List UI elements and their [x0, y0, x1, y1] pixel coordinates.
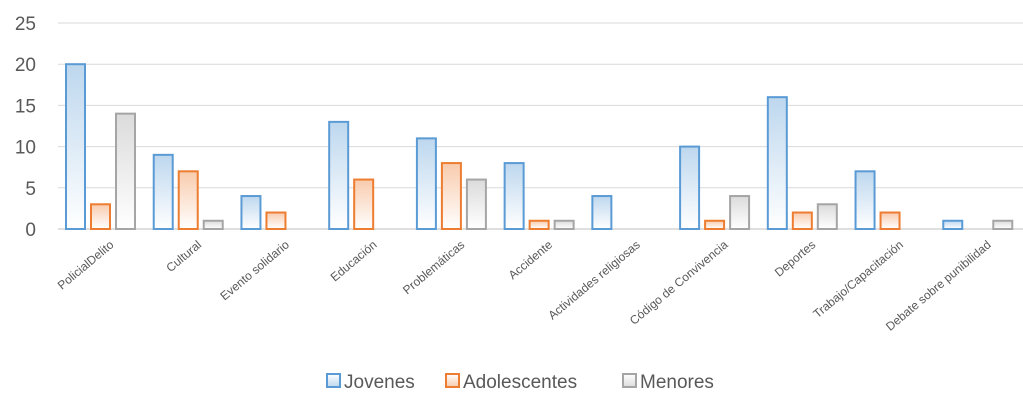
bar-jovenes-deportes [766, 96, 788, 230]
legend-item-adolescentes: Adolescentes [445, 372, 577, 393]
bar-jovenes-problematicas [415, 137, 437, 230]
bar-jovenes-educacion [328, 120, 350, 230]
bar-adolescentes-problematicas [440, 162, 462, 230]
x-tick-label: Accidente [506, 237, 556, 282]
bar-menores-codigo-de-convivencia [729, 195, 751, 230]
y-axis: 0 5 10 15 20 25 [15, 14, 36, 241]
bar-menores-accidente [553, 219, 575, 230]
x-tick-label: Educación [328, 238, 380, 285]
bar-adolescentes-cultural [177, 170, 199, 231]
bar-adolescentes-educacion [353, 178, 375, 230]
bar-jovenes-evento-solidario [240, 195, 262, 230]
y-tick-label: 15 [15, 96, 36, 117]
legend-label: Jovenes [344, 372, 415, 393]
bar-jovenes-cultural [152, 153, 174, 230]
legend: Jovenes Adolescentes Menores [326, 372, 714, 393]
bar-jovenes-trabajo-capacitacion [854, 170, 876, 231]
bar-jovenes-codigo-de-convivencia [679, 145, 701, 231]
bar-menores-cultural [202, 219, 224, 230]
bar-menores-policialdelito [115, 112, 136, 230]
x-tick-label: Deportes [772, 238, 818, 280]
bar-adolescentes-evento-solidario [265, 211, 287, 231]
bars [65, 63, 1014, 231]
x-tick-label: Código de Convivencia [627, 237, 731, 327]
bar-jovenes-policialdelito [65, 63, 86, 230]
x-tick-label: Trabajo/Capacitación [810, 238, 906, 321]
bar-jovenes-actividades-religiosas [591, 195, 613, 230]
x-tick-label: Cultural [163, 238, 204, 275]
bar-jovenes-debate-sobre-punibilidad [942, 219, 964, 230]
y-tick-label: 25 [15, 14, 36, 35]
bar-menores-debate-sobre-punibilidad [992, 219, 1014, 230]
bar-adolescentes-accidente [528, 219, 550, 230]
gridlines [58, 22, 1023, 230]
bar-menores-problematicas [465, 178, 487, 230]
bar-adolescentes-deportes [791, 211, 813, 231]
legend-item-menores: Menores [622, 372, 714, 393]
y-tick-label: 5 [25, 179, 36, 200]
y-tick-label: 20 [15, 55, 36, 76]
x-tick-label: PolicialDelito [55, 237, 117, 292]
legend-swatch-jovenes [326, 373, 341, 388]
x-tick-label: Problemáticas [400, 238, 467, 298]
x-axis: PolicialDelito Cultural Evento solidario Ed… [55, 237, 994, 333]
bar-adolescentes-policialdelito [90, 203, 111, 230]
bar-menores-deportes [816, 203, 838, 230]
y-tick-label: 0 [25, 220, 36, 241]
bar-jovenes-accidente [503, 162, 525, 230]
x-tick-label: Actividades religiosas [545, 238, 642, 323]
bar-adolescentes-codigo-de-convivencia [704, 219, 726, 230]
y-tick-label: 10 [15, 138, 36, 159]
legend-label: Menores [640, 372, 714, 393]
legend-swatch-menores [622, 373, 637, 388]
legend-item-jovenes: Jovenes [326, 372, 415, 393]
legend-label: Adolescentes [463, 372, 577, 393]
legend-swatch-adolescentes [445, 373, 460, 388]
bar-adolescentes-trabajo-capacitacion [879, 211, 901, 231]
x-tick-label: Evento solidario [217, 237, 292, 303]
